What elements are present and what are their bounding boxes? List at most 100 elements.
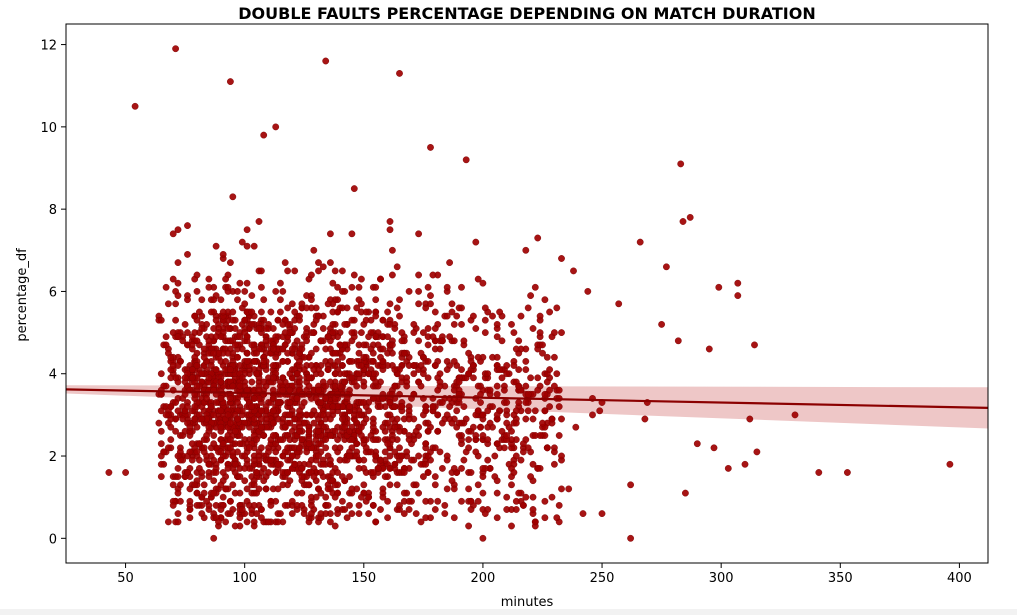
data-point bbox=[307, 271, 315, 279]
data-point bbox=[291, 267, 299, 275]
data-point bbox=[522, 382, 530, 390]
data-point bbox=[205, 460, 213, 468]
data-point bbox=[236, 473, 244, 480]
data-point bbox=[243, 349, 251, 357]
data-point bbox=[512, 345, 520, 353]
data-point bbox=[460, 337, 468, 345]
data-point bbox=[584, 287, 592, 295]
data-point bbox=[508, 320, 515, 328]
data-point bbox=[469, 374, 477, 382]
data-point bbox=[238, 345, 246, 353]
data-point bbox=[269, 345, 277, 353]
data-point bbox=[267, 308, 275, 316]
data-point bbox=[212, 333, 220, 341]
data-point bbox=[443, 357, 451, 365]
data-point bbox=[558, 485, 565, 493]
data-point bbox=[341, 378, 349, 386]
data-point bbox=[300, 510, 308, 517]
data-point bbox=[377, 275, 384, 283]
data-point bbox=[555, 386, 563, 394]
data-point bbox=[276, 279, 284, 287]
data-point bbox=[355, 464, 363, 472]
data-point bbox=[489, 312, 496, 320]
data-point bbox=[195, 440, 203, 448]
data-point bbox=[212, 366, 220, 373]
data-point bbox=[286, 386, 294, 394]
data-point bbox=[272, 469, 280, 476]
data-point bbox=[269, 362, 277, 369]
data-point bbox=[543, 444, 551, 452]
data-point bbox=[191, 312, 199, 320]
data-point bbox=[226, 78, 234, 86]
data-point bbox=[438, 399, 446, 406]
data-point bbox=[219, 250, 227, 258]
data-point bbox=[522, 399, 530, 406]
data-point bbox=[305, 382, 313, 390]
data-point bbox=[315, 427, 322, 435]
data-point bbox=[527, 292, 534, 299]
data-point bbox=[446, 333, 453, 341]
data-point bbox=[326, 518, 334, 526]
data-point bbox=[365, 333, 372, 341]
data-point bbox=[398, 403, 406, 410]
data-point bbox=[303, 304, 310, 312]
data-point bbox=[443, 312, 451, 320]
data-point bbox=[279, 374, 287, 382]
data-point bbox=[355, 349, 363, 357]
data-point bbox=[186, 423, 194, 431]
data-point bbox=[288, 345, 296, 353]
data-point bbox=[422, 403, 430, 410]
data-point bbox=[184, 329, 191, 336]
data-point bbox=[396, 312, 403, 320]
data-point bbox=[322, 444, 330, 452]
data-point bbox=[279, 320, 287, 328]
data-point bbox=[255, 325, 263, 332]
data-point bbox=[229, 316, 237, 324]
data-point bbox=[357, 423, 365, 431]
data-point bbox=[474, 497, 482, 505]
data-point bbox=[479, 279, 487, 287]
data-point bbox=[346, 452, 353, 460]
data-point bbox=[272, 448, 280, 456]
data-point bbox=[520, 448, 527, 456]
data-point bbox=[257, 444, 265, 452]
data-point bbox=[131, 102, 139, 110]
data-point bbox=[338, 473, 346, 480]
bottom-strip bbox=[0, 609, 1017, 615]
data-point bbox=[212, 242, 220, 250]
data-point bbox=[429, 271, 437, 279]
data-point bbox=[253, 469, 261, 476]
data-point bbox=[222, 275, 230, 283]
data-point bbox=[412, 510, 420, 517]
data-point bbox=[341, 370, 349, 378]
data-point bbox=[465, 522, 472, 530]
data-point bbox=[231, 341, 239, 349]
data-point bbox=[422, 497, 430, 505]
data-point bbox=[415, 230, 422, 238]
data-point bbox=[724, 464, 732, 472]
data-point bbox=[162, 333, 170, 341]
data-point bbox=[248, 308, 256, 316]
data-point bbox=[510, 362, 518, 369]
data-point bbox=[250, 394, 258, 402]
data-point bbox=[372, 312, 380, 320]
y-tick-label: 6 bbox=[49, 285, 57, 300]
data-point bbox=[391, 423, 399, 431]
data-point bbox=[682, 489, 689, 497]
data-point bbox=[474, 481, 482, 489]
data-point bbox=[415, 300, 422, 308]
data-point bbox=[462, 156, 470, 164]
data-point bbox=[455, 304, 463, 312]
data-point bbox=[210, 349, 218, 357]
data-point bbox=[400, 469, 408, 476]
data-point bbox=[458, 283, 465, 291]
data-point bbox=[331, 267, 339, 275]
data-point bbox=[415, 378, 422, 386]
data-point bbox=[517, 456, 525, 464]
data-point bbox=[291, 325, 299, 332]
data-point bbox=[231, 522, 239, 530]
data-point bbox=[348, 329, 356, 336]
data-point bbox=[558, 329, 565, 336]
data-point bbox=[248, 403, 256, 410]
data-point bbox=[388, 246, 396, 254]
